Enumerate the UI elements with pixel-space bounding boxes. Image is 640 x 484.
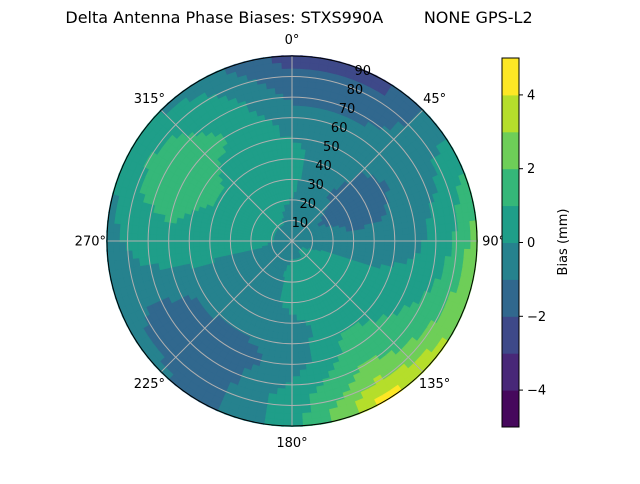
colorbar-segment — [502, 390, 519, 427]
colorbar-tick-label: −2 — [527, 310, 546, 325]
radial-tick-label: 30 — [307, 178, 324, 193]
angle-tick-label: 315° — [134, 92, 165, 107]
colorbar-segment — [502, 132, 519, 169]
colorbar-segment — [502, 316, 519, 353]
radial-tick-label: 50 — [323, 140, 340, 155]
chart-title: Delta Antenna Phase Biases: STXS990A NON… — [65, 8, 532, 27]
radial-tick-label: 70 — [339, 102, 356, 117]
colorbar-tick-label: 2 — [527, 162, 535, 177]
colorbar-tick-label: 0 — [527, 236, 535, 251]
colorbar-label: Bias (mm) — [556, 209, 571, 276]
colorbar-segment — [502, 58, 519, 95]
colorbar-segment — [502, 279, 519, 316]
colorbar-tick-label: −4 — [527, 384, 546, 399]
colorbar-segment — [502, 95, 519, 132]
radial-tick-label: 40 — [315, 159, 332, 174]
angle-tick-label: 180° — [276, 436, 307, 451]
angle-tick-label: 270° — [75, 235, 106, 250]
radial-tick-label: 10 — [292, 216, 309, 231]
angle-tick-label: 45° — [423, 92, 446, 107]
colorbar: −4 −2 0 2 4 — [502, 58, 546, 428]
radial-tick-label: 90 — [355, 64, 372, 79]
colorbar-tick-label: 4 — [527, 88, 535, 103]
colorbar-segment — [502, 243, 519, 280]
colorbar-segment — [502, 206, 519, 243]
colorbar-segment — [502, 353, 519, 390]
angle-tick-label: 0° — [285, 33, 300, 48]
polar-grid — [107, 56, 477, 426]
angle-tick-label: 225° — [134, 377, 165, 392]
radial-tick-label: 60 — [331, 121, 348, 136]
colorbar-segment — [502, 169, 519, 206]
radial-tick-label: 80 — [347, 83, 364, 98]
angle-tick-label: 135° — [419, 377, 450, 392]
radial-tick-label: 20 — [299, 197, 316, 212]
